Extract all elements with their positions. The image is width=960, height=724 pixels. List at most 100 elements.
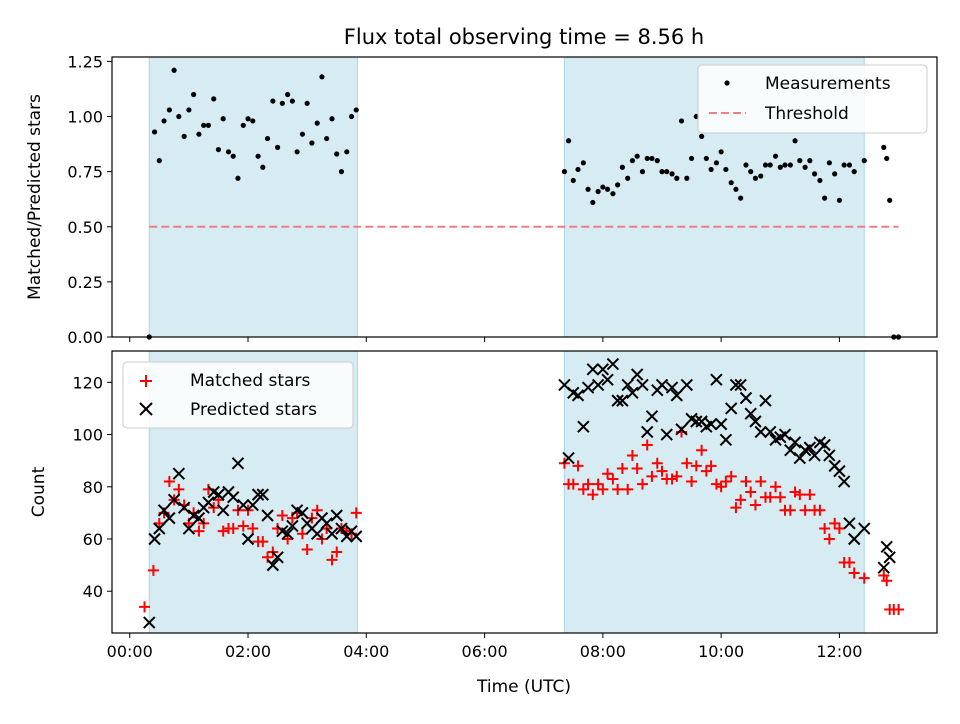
matched-stars-point: [814, 504, 826, 516]
predicted-stars-point: [823, 449, 836, 462]
predicted-stars-point: [596, 363, 610, 376]
measurement-point: [575, 166, 581, 173]
measurement-point: [826, 160, 832, 166]
measurement-point: [225, 149, 232, 155]
count-panel-x-ticks: 00:00 02:00 04:00 06:00 08:00 10:00 12:00: [107, 633, 862, 661]
matched-stars-point: [651, 457, 663, 469]
matched-stars-point: [350, 507, 362, 519]
predicted-stars-point: [296, 506, 309, 520]
measurement-point: [319, 74, 325, 80]
predicted-stars-point: [680, 378, 694, 392]
measurement-point: [245, 116, 251, 122]
matched-stars-point: [602, 468, 614, 480]
matched-stars-point: [622, 483, 634, 495]
matched-stars-point: [829, 517, 841, 529]
matched-stars-point: [696, 444, 708, 456]
matched-stars-point: [789, 486, 801, 498]
measurement-point: [600, 184, 606, 190]
chart-title: Flux total observing time = 8.56 h: [344, 25, 704, 49]
x-tick-label: 02:00: [225, 642, 271, 661]
measurement-point: [615, 182, 621, 188]
measurement-point: [240, 122, 246, 128]
predicted-stars-point: [660, 428, 673, 441]
matched-stars-point: [819, 523, 831, 535]
measurement-point: [832, 171, 838, 177]
x-tick-label: 06:00: [462, 642, 508, 661]
matched-stars-point: [326, 554, 338, 566]
predicted-stars-point: [690, 415, 703, 428]
predicted-stars-point: [784, 444, 797, 457]
matched-stars-point: [656, 465, 668, 477]
count-y-tick-label: 120: [72, 373, 103, 392]
matched-stars-point: [567, 478, 579, 490]
predicted-stars-point: [167, 493, 181, 507]
measurement-point: [674, 175, 680, 181]
measurement-point: [733, 186, 739, 192]
predicted-stars-point: [281, 527, 294, 540]
measurement-point: [884, 155, 890, 162]
predicted-stars-point: [591, 378, 605, 392]
measurement-point: [743, 162, 749, 168]
predicted-stars-point: [759, 394, 772, 407]
measurement-point: [767, 162, 773, 168]
measurement-point: [639, 169, 646, 175]
matched-stars-point: [631, 463, 643, 474]
predicted-stars-point: [803, 441, 817, 454]
predicted-stars-point: [833, 464, 846, 478]
predicted-stars-point: [212, 488, 225, 501]
predicted-stars-point: [237, 498, 250, 512]
measurement-point: [285, 91, 291, 98]
matched-stars-point: [607, 473, 619, 485]
count-shaded-interval-2: [563, 350, 865, 634]
predicted-stars-point: [246, 498, 259, 512]
matched-stars-point: [296, 528, 308, 540]
predicted-stars-point: [148, 532, 161, 546]
measurement-point: [314, 120, 320, 126]
measurement-point: [688, 155, 695, 162]
measurement-point: [205, 122, 211, 128]
measurement-point: [758, 173, 764, 179]
matched-stars-point: [735, 494, 747, 506]
predicted-stars-point: [724, 402, 738, 415]
matched-stars-point: [646, 470, 658, 482]
predicted-stars-point: [266, 558, 280, 572]
matched-stars-point: [749, 499, 761, 511]
measurement-point: [270, 98, 276, 104]
measurement-point: [235, 175, 241, 181]
matched-stars-point: [616, 463, 628, 474]
predicted-stars-point: [808, 449, 821, 462]
legend-threshold-label: Threshold: [764, 104, 849, 124]
matched-stars-point: [276, 510, 288, 521]
matched-stars-point: [301, 543, 313, 555]
predicted-stars-point: [611, 394, 624, 407]
measurement-point: [723, 166, 729, 173]
predicted-stars-point: [256, 488, 270, 501]
predicted-stars-point: [714, 417, 728, 431]
matched-stars-point: [153, 517, 165, 529]
predicted-stars-point: [847, 532, 861, 546]
predicted-stars-point: [883, 551, 896, 564]
predicted-stars-point: [157, 504, 171, 517]
count-y-tick-label: 60: [83, 530, 103, 549]
measurement-point: [230, 153, 236, 159]
matched-stars-point: [764, 491, 776, 503]
predicted-stars-point: [665, 381, 679, 394]
measurement-point: [191, 91, 197, 98]
predicted-stars-point: [858, 522, 871, 535]
measurement-point: [762, 162, 769, 168]
predicted-stars-point: [710, 373, 723, 386]
measurement-point: [634, 153, 640, 159]
predicted-stars-point: [621, 378, 634, 392]
predicted-stars-point: [177, 501, 191, 514]
measurement-point: [344, 149, 350, 155]
measurement-point: [619, 164, 625, 170]
matched-stars-point: [331, 546, 343, 558]
measurement-point: [334, 151, 340, 157]
predicted-stars-point: [837, 475, 851, 488]
measurement-point: [338, 169, 345, 175]
predicted-stars-point: [843, 517, 856, 530]
measurement-point: [748, 169, 754, 175]
matched-stars-point: [572, 460, 584, 472]
matched-stars-point: [843, 557, 855, 568]
